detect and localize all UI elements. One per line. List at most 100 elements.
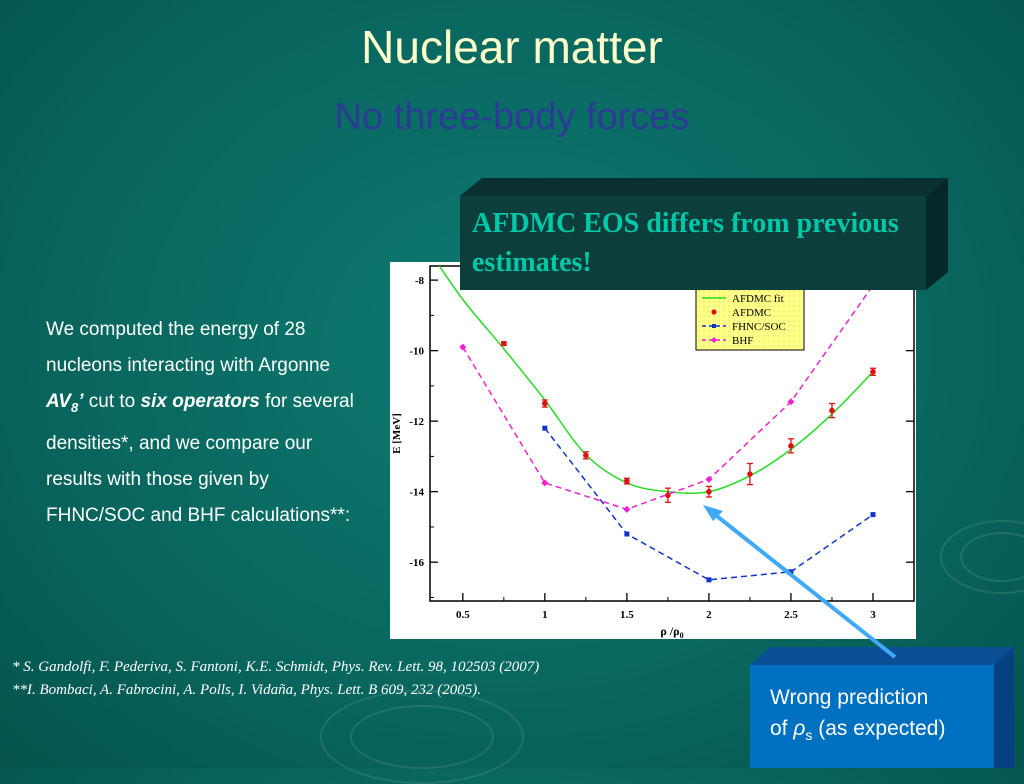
references: * S. Gandolfi, F. Pederiva, S. Fantoni, … <box>12 656 732 702</box>
legend-texture-dot <box>793 340 795 342</box>
legend-texture-dot <box>798 295 800 297</box>
legend-texture-dot <box>718 295 720 297</box>
legend-fhnc-soc-label: FHNC/SOC <box>732 321 786 333</box>
legend-texture-dot <box>743 335 745 337</box>
legend-texture-dot <box>793 320 795 322</box>
legend-texture-dot <box>763 295 765 297</box>
legend-texture-dot <box>728 335 730 337</box>
legend-texture-dot <box>708 345 710 347</box>
legend-texture-dot <box>738 335 740 337</box>
legend-texture-dot <box>718 345 720 347</box>
legend-texture-dot <box>743 305 745 307</box>
wrong-prefix: of <box>770 717 794 740</box>
legend-texture-dot <box>748 335 750 337</box>
legend-texture-dot <box>793 330 795 332</box>
legend-texture-dot <box>718 305 720 307</box>
legend-texture-dot <box>798 325 800 327</box>
legend-texture-dot <box>733 310 735 312</box>
x-tick-label: 1 <box>542 609 548 621</box>
legend-texture-dot <box>783 315 785 317</box>
afdmc-point <box>829 407 835 414</box>
legend-texture-dot <box>743 290 745 292</box>
legend-texture-dot <box>758 315 760 317</box>
legend-texture-dot <box>698 335 700 337</box>
legend-afdmc-fit-label: AFDMC fit <box>732 293 784 305</box>
legend-texture-dot <box>788 345 790 347</box>
legend-texture-dot <box>763 315 765 317</box>
legend-texture-dot <box>773 290 775 292</box>
legend-texture-dot <box>788 340 790 342</box>
legend-texture-dot <box>793 325 795 327</box>
legend-texture-dot <box>698 330 700 332</box>
legend-texture-dot <box>788 310 790 312</box>
x-tick-label: 0.5 <box>456 609 470 621</box>
legend-texture-dot <box>758 335 760 337</box>
legend-texture-dot <box>783 345 785 347</box>
legend-texture-dot <box>768 300 770 302</box>
legend-texture-dot <box>758 290 760 292</box>
x-tick-label: 2.5 <box>784 609 798 621</box>
legend-bhf-label: BHF <box>732 335 753 347</box>
legend-texture-dot <box>728 315 730 317</box>
legend-texture-dot <box>783 330 785 332</box>
legend-texture-dot <box>798 320 800 322</box>
fhnc-soc-line <box>544 427 874 581</box>
legend-texture-dot <box>738 340 740 342</box>
legend-texture-dot <box>773 315 775 317</box>
y-tick-label: -12 <box>409 416 424 428</box>
legend-texture-dot <box>743 330 745 332</box>
reference-2: **I. Bombaci, A. Fabrocini, A. Polls, I.… <box>12 682 481 698</box>
legend-texture-dot <box>708 305 710 307</box>
legend-texture-dot <box>798 330 800 332</box>
legend-texture-dot <box>723 305 725 307</box>
legend-texture-dot <box>773 300 775 302</box>
legend-texture-dot <box>748 340 750 342</box>
legend-texture-dot <box>798 345 800 347</box>
legend-texture-dot <box>798 310 800 312</box>
wrong-line-1: Wrong prediction <box>770 686 929 709</box>
legend-texture-dot <box>768 310 770 312</box>
legend-texture-dot <box>703 335 705 337</box>
legend-texture-dot <box>728 320 730 322</box>
body-text-part: We computed the energy of 28 nucleons in… <box>46 319 331 376</box>
afdmc-point <box>583 452 589 459</box>
legend-texture-dot <box>698 320 700 322</box>
legend-texture-dot <box>728 340 730 342</box>
plot-frame <box>429 265 915 602</box>
av-text: AV <box>46 391 71 412</box>
legend-texture-dot <box>733 300 735 302</box>
legend-texture-dot <box>798 305 800 307</box>
legend-texture-dot <box>718 290 720 292</box>
legend-texture-dot <box>738 330 740 332</box>
legend-texture-dot <box>713 295 715 297</box>
legend-texture-dot <box>793 305 795 307</box>
legend-texture-dot <box>798 290 800 292</box>
legend-texture-dot <box>758 330 760 332</box>
legend-texture-dot <box>753 340 755 342</box>
legend-texture-dot <box>793 310 795 312</box>
legend-texture-dot <box>703 290 705 292</box>
legend-texture-dot <box>773 320 775 322</box>
legend-texture-dot <box>698 310 700 312</box>
legend-texture-dot <box>698 295 700 297</box>
chart-panel: 0.5 1 1.5 2 2.5 3 -16 -14 -12 -10 -8 ρ /ρ0 E [MeV] AF… <box>390 262 916 640</box>
legend-texture-dot <box>763 310 765 312</box>
legend-texture-dot <box>733 325 735 327</box>
wrong-prediction-box <box>750 647 1014 768</box>
legend-texture-dot <box>773 330 775 332</box>
legend-texture-dot <box>713 330 715 332</box>
legend-texture-dot <box>698 315 700 317</box>
legend-texture-dot <box>788 320 790 322</box>
legend-texture-dot <box>738 325 740 327</box>
legend-texture-dot <box>703 310 705 312</box>
afdmc-fit-line <box>438 266 874 494</box>
fhnc-soc-marker <box>788 569 794 575</box>
legend-texture-dot <box>753 330 755 332</box>
x-axis-label-subscript: 0 <box>680 631 684 639</box>
bhf-marker <box>705 475 713 483</box>
legend-texture-dot <box>753 315 755 317</box>
legend-texture-dot <box>748 305 750 307</box>
body-text-part: cut to <box>83 391 141 412</box>
wrong-prediction-text: Wrong prediction of ρs (as expected) <box>770 682 1000 751</box>
legend-texture-dot <box>798 335 800 337</box>
